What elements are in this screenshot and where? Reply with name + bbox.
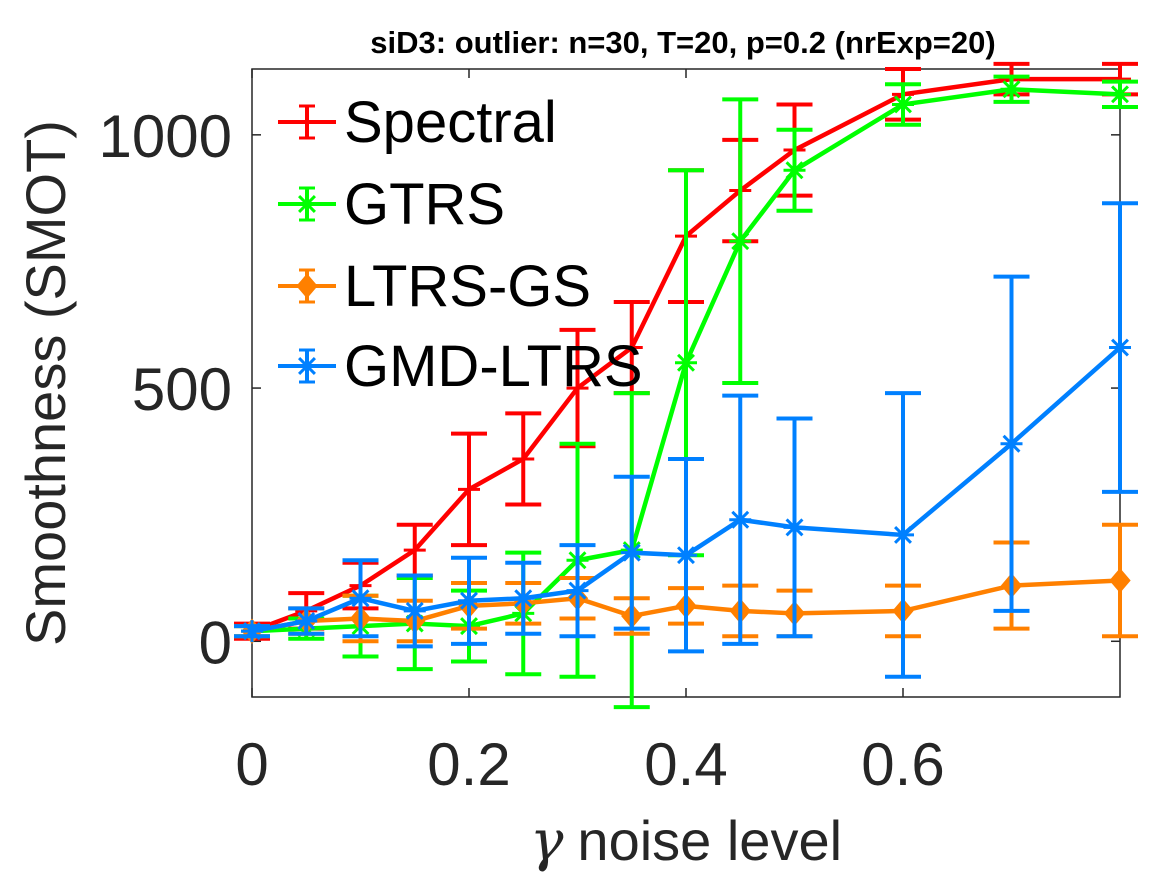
data-point [1109,336,1131,359]
data-point [403,539,426,562]
series-gmd-ltrs [234,201,1138,679]
legend-marker [296,193,318,215]
legend-label: GTRS [344,172,505,237]
legend-item: GMD-LTRS [278,334,643,399]
y-tick-label: 500 [132,356,232,423]
data-point [892,93,914,116]
data-point [566,377,589,400]
legend-item: GTRS [278,172,505,237]
data-point [675,544,697,567]
x-tick-label: 0.4 [644,731,727,798]
data-point [566,579,589,602]
data-point [729,230,752,253]
y-axis-label: Smoothness (SMOT) [14,120,77,646]
data-point [403,599,426,622]
x-tick-label: 0 [235,731,268,798]
data-point [1109,83,1131,106]
legend-label: LTRS-GS [344,254,591,319]
legend-marker [296,355,318,377]
data-point [1109,567,1131,594]
y-tick-label: 1000 [99,103,232,170]
series-line [251,345,1122,634]
data-point [295,610,318,633]
data-point [783,159,806,182]
x-tick-label: 0.6 [861,731,944,798]
y-tick-label: 0 [199,609,232,676]
legend-item: Spectral [278,90,557,155]
series-layer [234,61,1138,710]
data-point [512,587,535,610]
legend-item: LTRS-GS [278,254,591,319]
data-point [675,351,697,374]
data-point [783,516,806,539]
data-point [620,541,643,564]
data-point [892,523,914,546]
data-point [729,508,752,531]
data-point [241,620,263,643]
data-point [1000,78,1023,101]
series-line [251,76,1120,634]
legend: Spectral GTRS LTRS-GS GMD-LTRS [278,90,643,399]
x-tick-label: 0.2 [427,731,510,798]
x-axis-text: noise level [577,809,842,872]
data-point [512,447,535,470]
x-axis-symbol: γ [530,809,564,874]
tick-labels: 0 0.2 0.4 0.6 0 500 1000 [99,103,945,798]
x-axis-label: γ noise level [530,809,842,874]
data-point [1000,432,1023,455]
data-point [458,589,480,612]
chart-title: siD3: outlier: n=30, T=20, p=0.2 (nrExp=… [370,25,995,60]
legend-marker [296,111,318,133]
data-point [620,336,643,359]
data-point [349,587,372,610]
legend-marker [296,273,318,299]
legend-label: GMD-LTRS [344,334,643,399]
data-point [458,478,480,501]
legend-label: Spectral [344,90,557,155]
